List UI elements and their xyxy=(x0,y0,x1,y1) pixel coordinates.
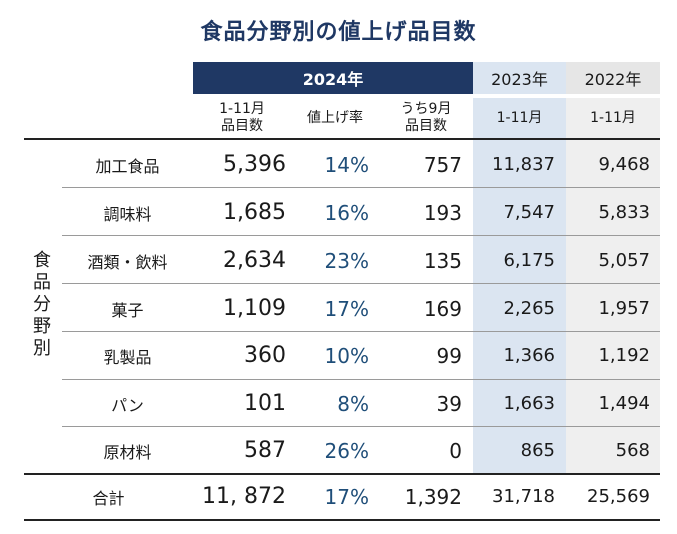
row-2022: 1,192 xyxy=(598,345,650,366)
row-rate: 16% xyxy=(324,200,369,225)
table-row: 乳製品 360 10% 99 1,366 1,192 xyxy=(62,332,660,379)
row-2022: 5,057 xyxy=(598,250,650,271)
table-row: 酒類・飲料 2,634 23% 135 6,175 5,057 xyxy=(62,237,660,284)
subheader-rate: 値上げ率 xyxy=(291,98,379,138)
row-category: 原材料 xyxy=(103,442,152,462)
row-category: パン xyxy=(111,395,144,415)
table-row: 加工食品 5,396 14% 757 11,837 9,468 xyxy=(62,141,660,188)
side-char: 品 xyxy=(33,272,51,293)
total-2022: 25,569 xyxy=(587,486,650,507)
row-category: 酒類・飲料 xyxy=(87,252,168,272)
side-char: 野 xyxy=(33,316,51,337)
side-char: 食 xyxy=(33,250,51,271)
row-category: 菓子 xyxy=(111,300,144,320)
row-divider xyxy=(62,187,660,188)
subheader-rate-label: 値上げ率 xyxy=(307,109,363,126)
row-rate: 14% xyxy=(324,152,369,177)
subheader-items: 1-11月 品目数 xyxy=(193,98,291,138)
side-char: 分 xyxy=(33,294,51,315)
row-september: 0 xyxy=(449,438,462,463)
header-2023: 2023年 xyxy=(473,62,566,94)
total-label: 合計 xyxy=(92,488,125,508)
subheader-2022: 1-11月 xyxy=(566,98,660,138)
row-category: 調味料 xyxy=(103,204,152,224)
table-top-rule xyxy=(24,138,660,140)
row-items-2024: 2,634 xyxy=(223,248,286,273)
subheader-2022-label: 1-11月 xyxy=(590,109,636,126)
row-items-2024: 5,396 xyxy=(223,152,286,177)
row-divider xyxy=(62,235,660,236)
row-2023: 6,175 xyxy=(503,250,555,271)
header-2024: 2024年 xyxy=(193,62,473,94)
subheader-2023: 1-11月 xyxy=(473,98,566,138)
subheader-2023-label: 1-11月 xyxy=(496,109,543,126)
row-september: 39 xyxy=(436,391,462,416)
row-2023: 2,265 xyxy=(503,298,555,319)
page-title: 食品分野別の値上げ品目数 xyxy=(200,20,477,45)
row-rate: 10% xyxy=(324,343,369,368)
row-september: 757 xyxy=(423,152,462,177)
row-2023: 7,547 xyxy=(503,202,555,223)
total-items-2024: 11, 872 xyxy=(202,484,286,509)
column-2023-background xyxy=(473,138,566,474)
row-september: 99 xyxy=(436,343,462,368)
subheader-sep-line2: 品目数 xyxy=(405,118,447,134)
row-items-2024: 587 xyxy=(244,438,286,463)
total-rate: 17% xyxy=(324,484,369,509)
row-september: 169 xyxy=(423,296,462,321)
category-side-label: 食 品 分 野 別 xyxy=(22,250,62,360)
row-rate: 17% xyxy=(324,296,369,321)
row-divider xyxy=(62,379,660,380)
row-2023: 1,366 xyxy=(503,345,555,366)
row-2022: 9,468 xyxy=(598,154,650,175)
row-divider xyxy=(62,331,660,332)
row-2022: 5,833 xyxy=(598,202,650,223)
row-divider xyxy=(62,283,660,284)
table-row: 原材料 587 26% 0 865 568 xyxy=(62,427,660,474)
row-rate: 26% xyxy=(324,438,369,463)
row-rate: 8% xyxy=(337,391,369,416)
row-2022: 1,957 xyxy=(598,298,650,319)
total-row: 合計 11, 872 17% 1,392 31,718 25,569 xyxy=(62,474,660,519)
row-2023: 1,663 xyxy=(503,393,555,414)
row-category: 乳製品 xyxy=(103,347,152,367)
total-2023: 31,718 xyxy=(492,486,555,507)
row-items-2024: 360 xyxy=(244,343,286,368)
column-2022-background xyxy=(566,138,660,474)
row-items-2024: 101 xyxy=(244,391,286,416)
row-2022: 1,494 xyxy=(598,393,650,414)
table-row: 菓子 1,109 17% 169 2,265 1,957 xyxy=(62,285,660,332)
table-row: パン 101 8% 39 1,663 1,494 xyxy=(62,380,660,427)
row-rate: 23% xyxy=(324,248,369,273)
subheader-items-line2: 品目数 xyxy=(221,118,263,134)
subheader-items-line1: 1-11月 xyxy=(219,101,265,117)
row-september: 193 xyxy=(423,200,462,225)
row-2022: 568 xyxy=(615,440,650,461)
table-bottom-rule xyxy=(24,519,660,521)
row-category: 加工食品 xyxy=(95,156,160,176)
row-2023: 865 xyxy=(520,440,555,461)
row-items-2024: 1,109 xyxy=(223,296,286,321)
row-september: 135 xyxy=(423,248,462,273)
side-char: 別 xyxy=(33,338,51,359)
row-items-2024: 1,685 xyxy=(223,200,286,225)
header-2022: 2022年 xyxy=(566,62,660,94)
table-row: 調味料 1,685 16% 193 7,547 5,833 xyxy=(62,189,660,236)
table-total-rule xyxy=(24,473,660,475)
row-2023: 11,837 xyxy=(492,154,555,175)
subheader-september: うち9月 品目数 xyxy=(379,98,473,138)
subheader-sep-line1: うち9月 xyxy=(400,101,452,117)
row-divider xyxy=(62,426,660,427)
total-september: 1,392 xyxy=(404,484,462,509)
